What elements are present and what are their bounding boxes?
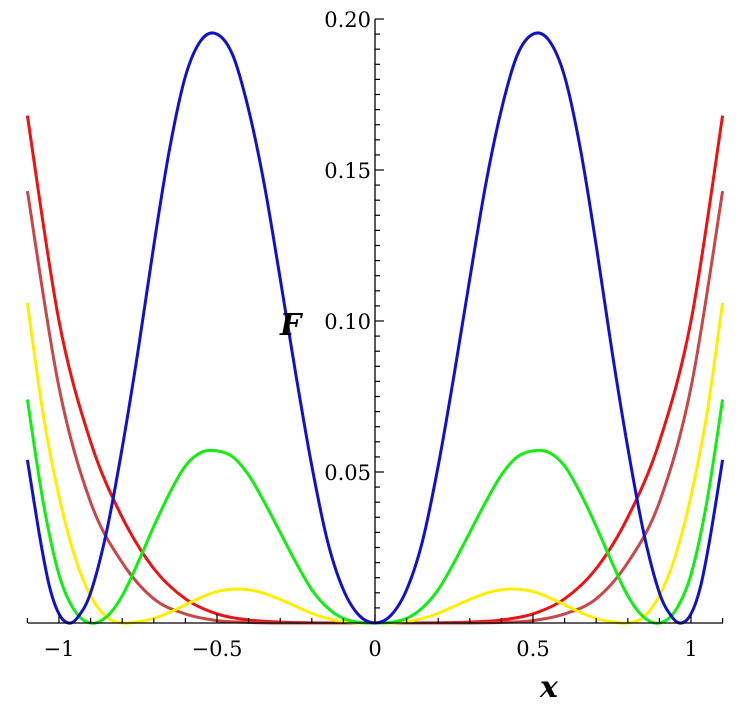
x-tick-label: 0 [368,637,381,661]
x-tick-label: 0.5 [516,637,549,661]
y-tick-label: 0.15 [324,159,371,183]
x-axis-title: x [539,670,559,704]
ticks-layer: −1 −0.5 0 0.5 1 0.05 0.10 0.15 0.20 [26,8,724,661]
y-axis-title: F [279,308,304,343]
y-tick-label: 0.20 [324,8,371,32]
y-tick-label: 0.05 [324,461,371,485]
x-tick-label: −1 [44,637,75,661]
y-tick-label: 0.10 [324,310,371,334]
x-tick-label: −0.5 [192,637,243,661]
x-tick-label: 1 [684,637,697,661]
